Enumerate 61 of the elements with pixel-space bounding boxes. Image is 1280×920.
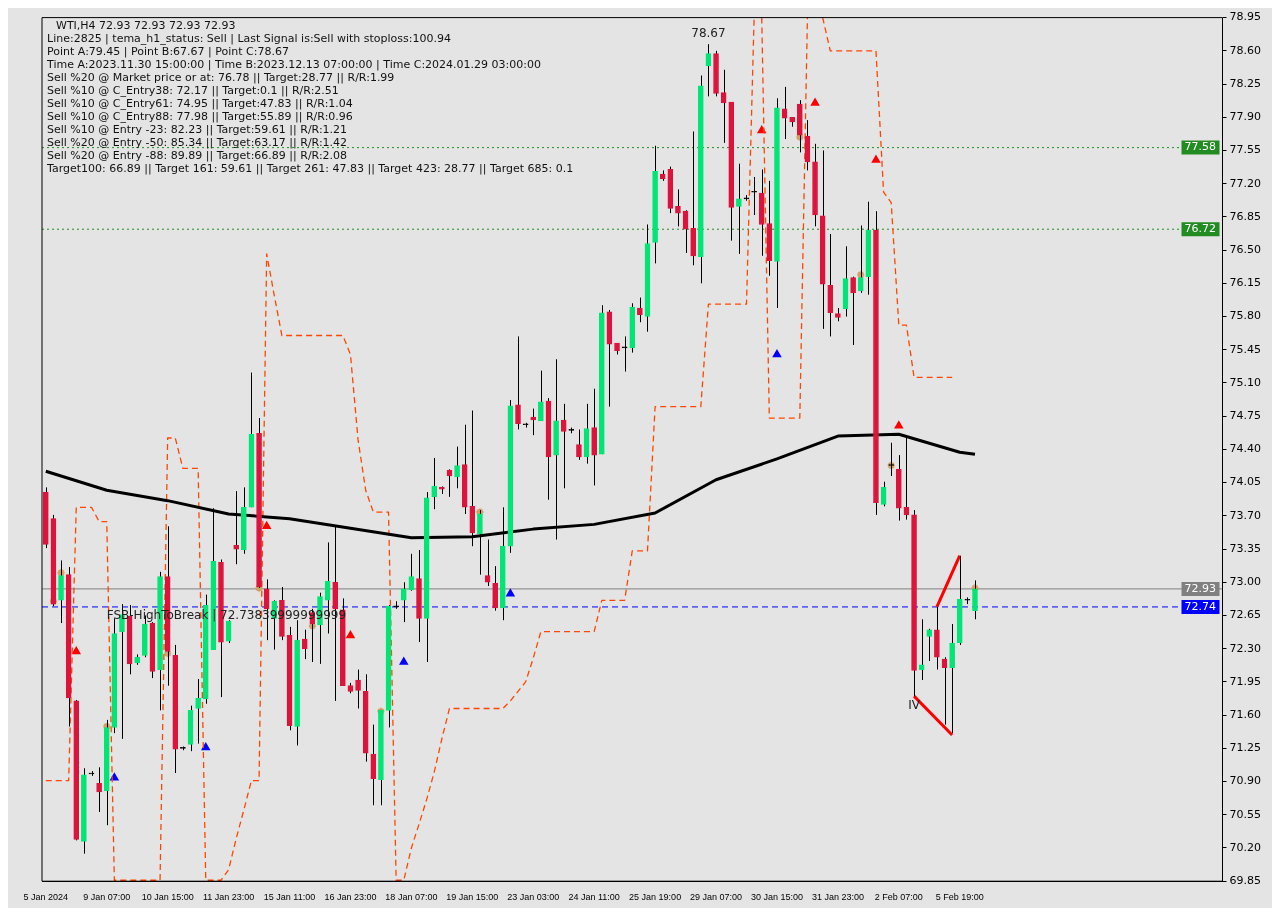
x-tick-label: 9 Jan 07:00 [83,892,131,903]
y-tick-label: 71.95 [1229,674,1262,688]
y-tick-label: 71.25 [1229,741,1262,755]
ref-line-label: 77.58 [1184,140,1217,154]
x-tick-label: 31 Jan 23:00 [811,892,864,903]
x-tick-label: 5 Feb 19:00 [935,892,984,903]
annotation: 78.67 [691,26,726,41]
y-tick-label: 74.75 [1229,409,1262,423]
y-tick-label: 76.15 [1229,276,1262,290]
annotation: Target100: 66.89 || Target 161: 59.61 || Target 261: 47.83 || Target 423: 28.77 || Target 685: 0.1 [46,162,574,176]
y-tick-label: 77.55 [1229,143,1262,157]
y-tick-label: 71.60 [1229,707,1262,721]
y-tick-label: 78.25 [1229,76,1262,90]
x-tick-label: 2 Feb 07:00 [874,892,923,903]
annotation: Sell %10 @ C_Entry61: 74.95 || Target:47.83 || R/R:1.04 [47,97,353,111]
y-tick-label: 75.45 [1229,342,1262,356]
y-tick-label: 76.50 [1229,242,1262,256]
annotation: Line:2825 | tema_h1_status: Sell | Last Signal is:Sell with stoploss:100.94 [47,32,451,46]
chart-title: WTI,H4 72.93 72.93 72.93 72.93 [56,19,236,33]
x-tick-label: 11 Jan 23:00 [202,892,255,903]
y-tick-label: 70.20 [1229,840,1262,854]
y-tick-label: 70.90 [1229,774,1262,788]
annotation: Sell %10 @ C_Entry88: 77.98 || Target:55.89 || R/R:0.96 [47,110,353,124]
annotation: Point A:79.45 | Point B:67.67 | Point C:78.67 [47,45,289,59]
annotation: Sell %10 @ C_Entry38: 72.17 || Target:0.1 || R/R:2.51 [47,84,339,98]
y-tick-label: 73.35 [1229,541,1262,555]
annotation: IV [908,698,921,713]
x-tick-label: 23 Jan 03:00 [507,892,560,903]
y-tick-label: 69.85 [1229,874,1262,888]
x-tick-label: 24 Jan 11:00 [568,892,620,903]
x-tick-label: 29 Jan 07:00 [690,892,743,903]
y-tick-label: 78.95 [1229,10,1262,24]
x-tick-label: 5 Jan 2024 [23,892,69,903]
annotation: Time A:2023.11.30 15:00:00 | Time B:2023.12.13 07:00:00 | Time C:2024.01.29 03:00:00 [46,58,541,72]
y-tick-label: 76.85 [1229,209,1262,223]
y-tick-label: 78.60 [1229,43,1262,57]
x-tick-label: 30 Jan 15:00 [750,892,803,903]
ref-line-label: 76.72 [1184,222,1217,236]
ref-line-label: 72.74 [1184,599,1217,613]
x-tick-label: 19 Jan 15:00 [446,892,499,903]
annotation: Sell %20 @ Entry -50: 85.34 || Target:63.17 || R/R:1.42 [47,136,348,150]
y-tick-label: 77.20 [1229,176,1262,190]
y-tick-label: 72.30 [1229,641,1262,655]
x-tick-label: 16 Jan 23:00 [324,892,377,903]
y-tick-label: 75.10 [1229,375,1262,389]
y-tick-label: 74.40 [1229,442,1262,456]
y-tick-label: 73.00 [1229,575,1262,589]
x-tick-label: 10 Jan 15:00 [141,892,194,903]
y-tick-label: 70.55 [1229,807,1262,821]
y-tick-label: 72.65 [1229,608,1262,622]
annotation: Sell %20 @ Entry -88: 89.89 || Target:66.89 || R/R:2.08 [47,149,348,163]
annotation: Sell %20 @ Market price or at: 76.78 || Target:28.77 || R/R:1.99 [47,71,395,85]
y-tick-label: 73.70 [1229,508,1262,522]
y-tick-label: 75.80 [1229,309,1262,323]
x-tick-label: 15 Jan 11:00 [263,892,316,903]
x-tick-label: 18 Jan 07:00 [385,892,438,903]
ref-line-label: 72.93 [1184,581,1217,595]
y-tick-label: 74.05 [1229,475,1262,489]
y-tick-label: 77.90 [1229,110,1262,124]
x-tick-label: 25 Jan 19:00 [629,892,682,903]
annotation: Sell %10 @ Entry -23: 82.23 || Target:59.61 || R/R:1.21 [47,123,348,137]
